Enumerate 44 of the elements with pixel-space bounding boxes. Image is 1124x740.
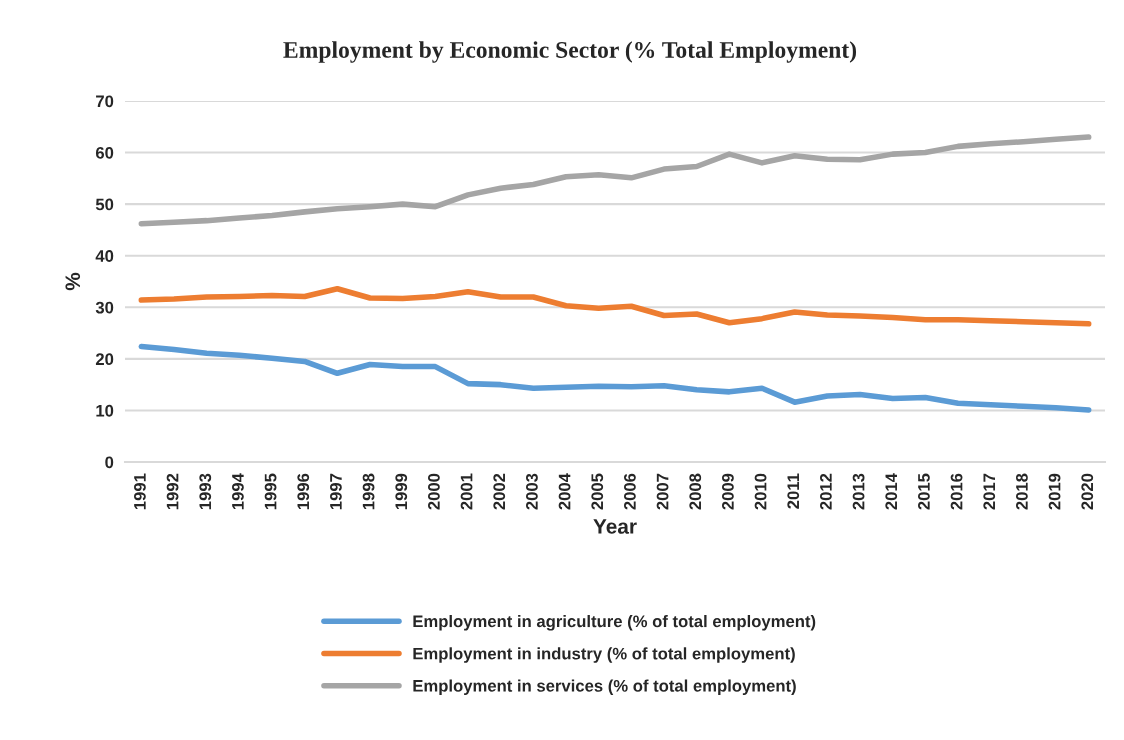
y-tick-label: 40 — [95, 250, 114, 262]
x-tick-label: 2011 — [787, 473, 800, 509]
legend-label: Employment in industry (% of total employment) — [413, 647, 795, 663]
x-tick-label: 2008 — [689, 473, 702, 510]
x-tick-label: 2016 — [950, 473, 963, 510]
x-tick-label: 2009 — [722, 473, 734, 510]
y-tick-label: 0 — [105, 456, 114, 469]
x-tick-label: 1997 — [330, 473, 342, 510]
x-tick-label: 1993 — [199, 473, 212, 510]
x-tick-label: 2012 — [820, 473, 832, 510]
x-tick-label: 2000 — [428, 473, 440, 510]
x-tick-label: 2018 — [1016, 473, 1028, 510]
x-tick-label: 1995 — [264, 473, 277, 510]
x-tick-label: 1994 — [232, 473, 244, 510]
x-tick-label: 2002 — [493, 473, 506, 510]
x-tick-label: 1992 — [166, 473, 179, 510]
x-tick-label: 2014 — [885, 473, 898, 510]
x-tick-label: 1991 — [134, 473, 146, 510]
y-tick-label: 20 — [95, 353, 114, 366]
y-tick-label: 60 — [95, 146, 114, 159]
x-tick-label: 1999 — [395, 473, 408, 510]
x-axis-title: Year — [593, 519, 637, 534]
x-tick-label: 2015 — [918, 473, 930, 510]
chart-title: Employment by Economic Sector (% Total Employment) — [283, 41, 857, 63]
y-tick-label: 50 — [95, 198, 114, 211]
x-tick-label: 2006 — [624, 473, 636, 510]
x-tick-label: 2003 — [526, 473, 538, 510]
x-tick-label: 2017 — [983, 473, 996, 510]
y-axis-title: % — [65, 272, 81, 291]
x-tick-label: 2013 — [852, 473, 865, 510]
y-tick-label: 30 — [95, 301, 114, 314]
y-tick-label: 10 — [96, 404, 114, 417]
x-tick-label: 1998 — [362, 473, 375, 510]
legend-label: Employment in agriculture (% of total employment) — [413, 615, 816, 631]
y-tick-label: 70 — [96, 95, 114, 108]
x-tick-label: 2004 — [558, 473, 571, 510]
x-tick-label: 2001 — [460, 473, 473, 510]
legend-label: Employment in services (% of total employment) — [413, 679, 796, 696]
x-tick-label: 2020 — [1081, 473, 1094, 510]
x-tick-label: 2007 — [656, 473, 669, 510]
x-tick-label: 1996 — [297, 473, 310, 510]
x-tick-label: 2019 — [1048, 473, 1061, 510]
x-tick-label: 2005 — [591, 473, 604, 510]
x-tick-label: 2010 — [754, 473, 767, 510]
